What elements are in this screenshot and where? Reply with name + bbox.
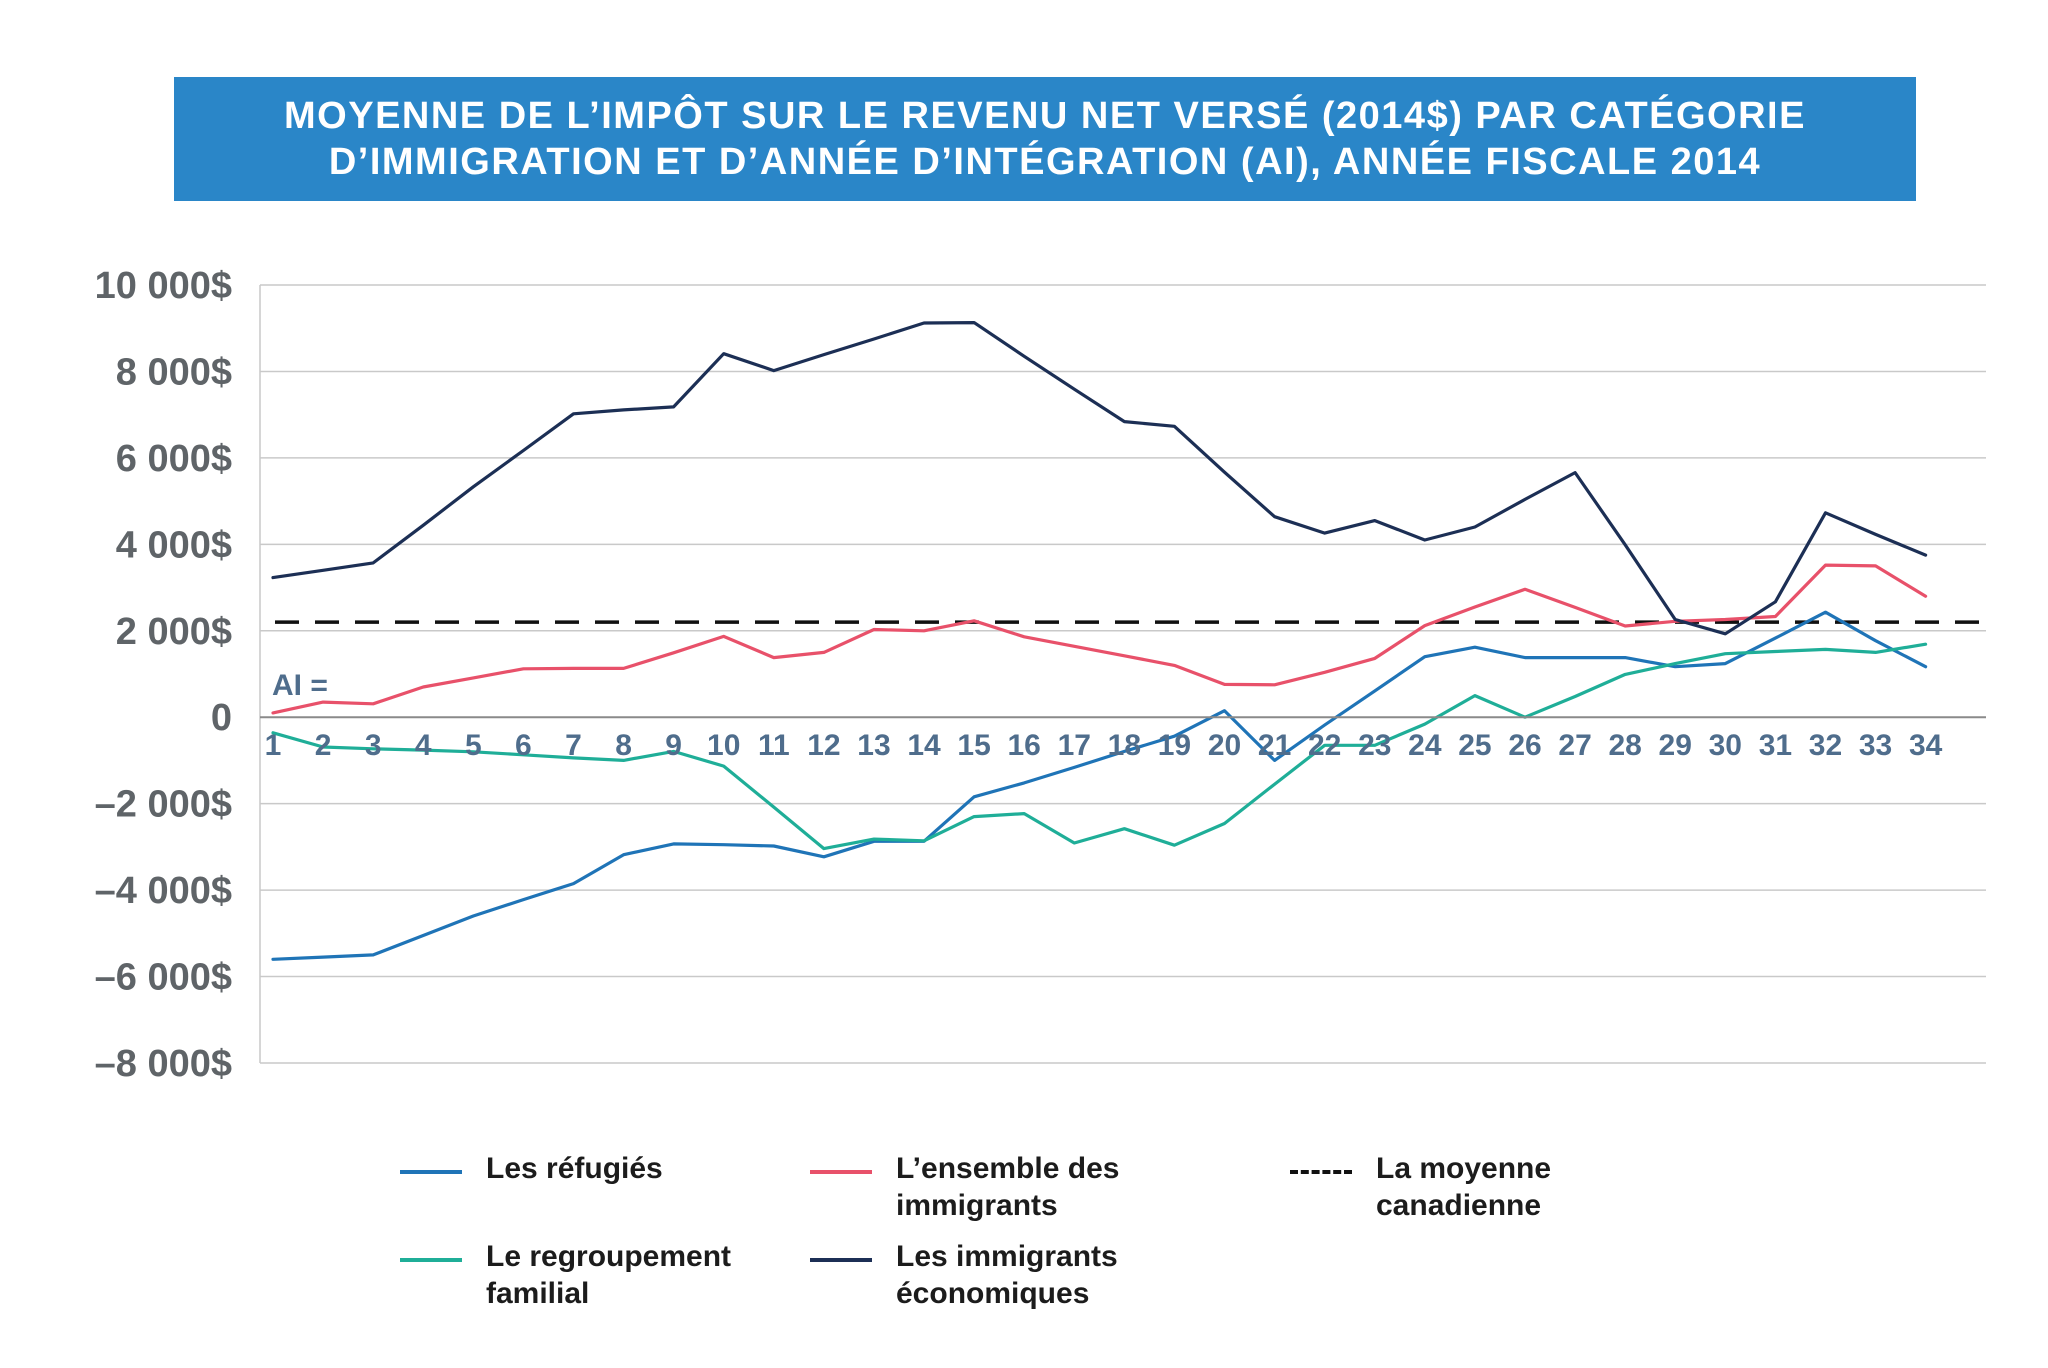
x-tick-label: 29 bbox=[1659, 729, 1692, 762]
legend-label-regroupement-line-2: familial bbox=[486, 1277, 590, 1310]
x-axis-tick-labels: 1 2 3 4 5 6 7 8 9 10 11 12 13 14 15 16 17 18 19 20 21 22 23 24 2… bbox=[265, 729, 1943, 762]
chart-title-line-2: D’IMMIGRATION ET D’ANNÉE D’INTÉGRATION (… bbox=[328, 141, 1762, 183]
y-tick-label: –8 000$ bbox=[95, 1043, 232, 1085]
y-tick-label: –2 000$ bbox=[95, 784, 232, 826]
x-tick-label: 13 bbox=[857, 729, 890, 762]
legend-item-moyenne: La moyenne canadienne bbox=[1290, 1150, 1676, 1224]
legend-swatch-regroupement bbox=[400, 1258, 462, 1262]
y-tick-label: 0 bbox=[211, 697, 232, 739]
x-tick-label: 3 bbox=[365, 729, 382, 762]
x-tick-label: 4 bbox=[415, 729, 432, 762]
legend-label-moyenne-line-1: La moyenne bbox=[1376, 1152, 1552, 1185]
y-tick-label: 10 000$ bbox=[95, 265, 232, 307]
legend-label-ensemble-line-2: immigrants bbox=[896, 1189, 1058, 1222]
x-tick-label: 23 bbox=[1358, 729, 1391, 762]
legend-label-economiques-line-2: économiques bbox=[896, 1277, 1090, 1310]
x-tick-label: 14 bbox=[907, 729, 941, 762]
x-tick-label: 32 bbox=[1809, 729, 1842, 762]
legend-swatch-economiques bbox=[810, 1258, 872, 1262]
legend-label-regroupement-line-1: Le regroupement bbox=[486, 1240, 732, 1273]
y-tick-label: 6 000$ bbox=[116, 438, 232, 480]
chart-title-banner: MOYENNE DE L’IMPÔT SUR LE REVENU NET VER… bbox=[174, 77, 1916, 201]
x-tick-label: 25 bbox=[1458, 729, 1491, 762]
series-line-refugies bbox=[271, 610, 1928, 961]
legend-label-moyenne-line-2: canadienne bbox=[1376, 1189, 1542, 1222]
x-tick-label: 16 bbox=[1008, 729, 1041, 762]
y-tick-label: 8 000$ bbox=[116, 351, 232, 393]
y-tick-label: 2 000$ bbox=[116, 611, 232, 653]
x-tick-label: 28 bbox=[1608, 729, 1641, 762]
x-tick-label: 5 bbox=[465, 729, 482, 762]
x-tick-label: 15 bbox=[957, 729, 990, 762]
series-line-regroupement bbox=[271, 642, 1928, 851]
x-tick-label: 31 bbox=[1759, 729, 1792, 762]
legend-item-ensemble: L’ensemble des immigrants bbox=[810, 1150, 1196, 1224]
x-tick-label: 30 bbox=[1709, 729, 1742, 762]
x-tick-label: 19 bbox=[1158, 729, 1191, 762]
x-tick-label: 9 bbox=[665, 729, 682, 762]
legend-label-ensemble-line-1: L’ensemble des bbox=[896, 1152, 1120, 1185]
legend-label-economiques-line-1: Les immigrants bbox=[896, 1240, 1118, 1273]
legend-swatch-refugies bbox=[400, 1170, 462, 1174]
legend-label-regroupement: Le regroupement familial bbox=[486, 1238, 786, 1312]
chart-legend: Les réfugiés L’ensemble des immigrants L… bbox=[400, 1150, 1700, 1330]
x-tick-label: 22 bbox=[1308, 729, 1341, 762]
legend-swatch-moyenne bbox=[1290, 1170, 1352, 1174]
chart-title-line-1: MOYENNE DE L’IMPÔT SUR LE REVENU NET VER… bbox=[284, 95, 1806, 137]
series-line-economiques bbox=[271, 321, 1928, 636]
legend-label-economiques: Les immigrants économiques bbox=[896, 1238, 1196, 1312]
x-tick-label: 21 bbox=[1258, 729, 1291, 762]
y-tick-label: –4 000$ bbox=[95, 870, 232, 912]
x-tick-label: 18 bbox=[1108, 729, 1141, 762]
y-axis-tick-labels: 10 000$ 8 000$ 6 000$ 4 000$ 2 000$ 0 –2 000$ –… bbox=[95, 265, 232, 1085]
legend-label-moyenne: La moyenne canadienne bbox=[1376, 1150, 1676, 1224]
x-tick-label: 24 bbox=[1408, 729, 1442, 762]
x-axis-prefix-label: AI = bbox=[272, 669, 328, 702]
x-tick-label: 11 bbox=[758, 729, 790, 762]
legend-item-economiques: Les immigrants économiques bbox=[810, 1238, 1196, 1312]
y-tick-label: –6 000$ bbox=[95, 957, 232, 999]
x-tick-label: 33 bbox=[1859, 729, 1892, 762]
x-tick-label: 2 bbox=[315, 729, 332, 762]
x-tick-label: 1 bbox=[265, 729, 282, 762]
series-lines bbox=[271, 321, 1928, 961]
legend-label-refugies-line-1: Les réfugiés bbox=[486, 1152, 663, 1185]
x-tick-label: 34 bbox=[1909, 729, 1943, 762]
legend-item-refugies: Les réfugiés bbox=[400, 1150, 786, 1187]
legend-label-refugies: Les réfugiés bbox=[486, 1150, 786, 1187]
legend-swatch-ensemble bbox=[810, 1170, 872, 1174]
x-tick-label: 8 bbox=[615, 729, 632, 762]
legend-item-regroupement: Le regroupement familial bbox=[400, 1238, 786, 1312]
x-tick-label: 17 bbox=[1058, 729, 1091, 762]
series-line-ensemble bbox=[271, 563, 1928, 715]
y-tick-label: 4 000$ bbox=[116, 524, 232, 566]
x-tick-label: 20 bbox=[1208, 729, 1241, 762]
x-tick-label: 27 bbox=[1558, 729, 1591, 762]
x-tick-label: 12 bbox=[807, 729, 840, 762]
x-tick-label: 26 bbox=[1508, 729, 1541, 762]
legend-label-ensemble: L’ensemble des immigrants bbox=[896, 1150, 1196, 1224]
x-tick-label: 7 bbox=[565, 729, 582, 762]
x-tick-label: 10 bbox=[707, 729, 740, 762]
grid-lines bbox=[259, 284, 1986, 1064]
x-tick-label: 6 bbox=[515, 729, 532, 762]
